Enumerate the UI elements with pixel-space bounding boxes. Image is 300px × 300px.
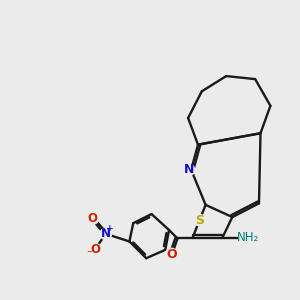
Text: ⁻: ⁻ — [86, 249, 92, 259]
Text: S: S — [195, 214, 204, 226]
Text: +: + — [106, 224, 114, 233]
Circle shape — [100, 228, 112, 239]
Text: N: N — [101, 227, 111, 240]
Circle shape — [183, 164, 195, 176]
Circle shape — [87, 213, 99, 224]
Text: NH₂: NH₂ — [237, 231, 260, 244]
Circle shape — [166, 248, 177, 260]
Circle shape — [239, 229, 257, 247]
Circle shape — [89, 243, 101, 255]
Text: O: O — [166, 248, 177, 260]
Text: O: O — [90, 243, 100, 256]
Circle shape — [194, 214, 205, 226]
Text: N: N — [184, 163, 194, 176]
Text: O: O — [88, 212, 98, 225]
